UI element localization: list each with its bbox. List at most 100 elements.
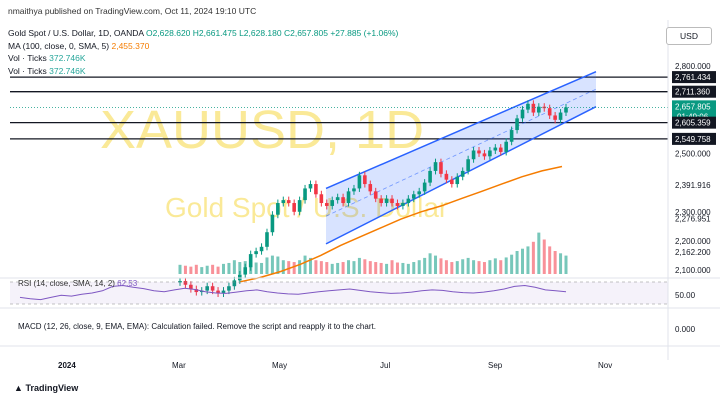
- time-axis-label: May: [272, 361, 287, 370]
- legend-ma-row[interactable]: MA (100, close, 0, SMA, 5) 2,455.370: [8, 40, 398, 53]
- volume-bar: [211, 264, 215, 274]
- candle-body: [210, 286, 215, 291]
- candle-body: [466, 159, 470, 171]
- volume-bar: [499, 260, 503, 274]
- volume-bar: [319, 261, 323, 274]
- candle-body: [335, 197, 340, 201]
- level-badge: [672, 132, 716, 145]
- candle-body: [379, 198, 383, 204]
- volume-bar: [548, 246, 552, 274]
- volume-bar: [189, 266, 193, 274]
- volume-bar: [461, 259, 465, 274]
- volume-bar: [401, 262, 405, 274]
- candle-body: [265, 232, 269, 247]
- volume-bar: [352, 261, 356, 274]
- rsi-legend[interactable]: RSI (14, close, SMA, 14, 2) 62.53: [18, 279, 137, 288]
- time-axis-label: Mar: [172, 361, 186, 370]
- volume-bar: [412, 262, 416, 274]
- candle-body: [221, 290, 226, 294]
- rsi-axis-label: 50.00: [675, 291, 696, 300]
- rsi-band: [10, 282, 668, 304]
- last-price-label: 2,657.805: [675, 102, 711, 111]
- candle-body: [488, 150, 492, 157]
- volume-bar: [308, 257, 312, 274]
- candle-body: [509, 130, 514, 142]
- volume-bar: [434, 255, 438, 274]
- price-axis-label: 2,800.000: [675, 62, 711, 71]
- candle-body: [232, 280, 237, 287]
- volume-bar: [526, 246, 530, 274]
- price-axis-label: 2,711.360: [675, 88, 711, 97]
- volume-bar: [444, 260, 448, 274]
- volume-bar: [183, 265, 187, 274]
- price-axis-label: 2,276.951: [675, 215, 711, 224]
- volume-bar: [221, 263, 225, 274]
- legend-symbol-row: Gold Spot / U.S. Dollar, 1D, OANDA O2,62…: [8, 27, 398, 40]
- candle-body: [515, 118, 519, 131]
- tradingview-logo-text: TradingView: [25, 383, 79, 393]
- volume-bar: [341, 262, 345, 274]
- price-axis-label: 2,300.000: [675, 208, 711, 217]
- legend-change: +27.885 (+1.06%): [330, 28, 399, 38]
- channel-upper: [325, 70, 597, 190]
- tradingview-logo[interactable]: ▲ TradingView: [14, 383, 78, 393]
- macd-legend: MACD (12, 26, close, 9, EMA, EMA): Calcu…: [18, 322, 376, 331]
- candle-body: [281, 200, 286, 204]
- tradingview-logo-icon: ▲: [14, 383, 23, 393]
- volume-bar: [531, 241, 535, 274]
- volume-bar: [482, 262, 486, 274]
- legend-vol1-row[interactable]: Vol · Ticks 372.746K: [8, 52, 398, 65]
- volume-bar: [477, 261, 481, 274]
- legend-vol1-label: Vol · Ticks: [8, 53, 47, 63]
- volume-bar: [216, 266, 220, 274]
- volume-bar: [510, 254, 514, 274]
- time-axis-label: Jul: [380, 361, 390, 370]
- volume-bar: [232, 260, 236, 274]
- candle-body: [292, 203, 296, 212]
- price-axis-label: 2,162.200: [675, 248, 711, 257]
- candle-body: [455, 176, 460, 185]
- volume-bar: [472, 260, 476, 274]
- volume-bar: [406, 263, 410, 274]
- volume-bar: [368, 261, 372, 274]
- volume-bar: [395, 262, 399, 274]
- currency-button[interactable]: USD: [666, 27, 712, 45]
- candle-body: [238, 274, 242, 281]
- candle-body: [504, 141, 508, 152]
- candle-body: [276, 203, 280, 215]
- volume-bar: [298, 260, 302, 274]
- candle-body: [537, 106, 541, 113]
- candle-body: [346, 191, 351, 204]
- candle-body: [368, 184, 373, 192]
- candle-body: [531, 103, 536, 113]
- volume-bar: [450, 262, 454, 274]
- candle-body: [482, 153, 487, 157]
- candle-body: [363, 175, 367, 185]
- volume-bar: [439, 258, 443, 274]
- rsi-legend-value: 62.53: [117, 279, 138, 288]
- candle-body: [189, 284, 193, 290]
- time-axis-label: Nov: [598, 361, 612, 370]
- candle-body: [297, 200, 302, 212]
- candle-body: [248, 254, 253, 268]
- volume-bar: [205, 265, 209, 274]
- candle-body: [411, 194, 416, 199]
- volume-bar: [521, 248, 525, 274]
- candle-body: [417, 191, 422, 195]
- candle-body: [178, 280, 182, 283]
- volume-bar: [292, 262, 296, 274]
- legend-vol2-row[interactable]: Vol · Ticks 372.746K: [8, 65, 398, 78]
- candle-body: [395, 203, 400, 206]
- volume-bar: [265, 257, 269, 274]
- volume-bar: [390, 260, 394, 274]
- candle-body: [471, 150, 476, 160]
- volume-bar: [254, 262, 258, 274]
- price-axis-label: 2,100.000: [675, 266, 711, 275]
- time-axis-label: Sep: [488, 361, 503, 370]
- volume-bar: [281, 260, 285, 274]
- volume-bar: [428, 253, 432, 274]
- candle-body: [477, 150, 481, 154]
- legend-ma-value: 2,455.370: [111, 40, 150, 51]
- candle-body: [314, 184, 318, 195]
